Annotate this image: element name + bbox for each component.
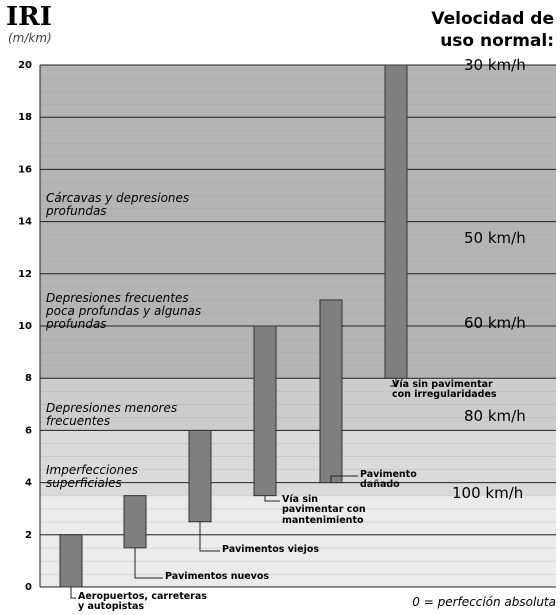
y-tick-label: 16	[18, 164, 32, 175]
category-label: Aeropuertos, carreteras y autopistas	[78, 591, 207, 613]
leader-line	[264, 495, 280, 502]
condition-label: Imperfecciones superficiales	[46, 463, 138, 491]
right-title: Velocidad de uso normal:	[431, 9, 554, 52]
y-tick-label: 12	[18, 269, 32, 280]
leader-line	[70, 587, 76, 599]
leader-line	[134, 547, 163, 579]
bar	[188, 429, 212, 523]
condition-label: Depresiones menores frecuentes	[46, 401, 178, 429]
y-tick-label: 2	[25, 530, 32, 541]
speed-label: 100 km/h	[452, 484, 524, 502]
y-tick-label: 6	[25, 425, 32, 436]
subtitle: (m/km)	[8, 31, 52, 45]
y-tick-label: 20	[18, 60, 32, 71]
speed-label: 80 km/h	[464, 407, 526, 425]
title: IRI	[6, 2, 52, 32]
category-label: Vía sin pavimentar con mantenimiento	[282, 494, 366, 526]
bar	[319, 299, 343, 484]
leader-line	[390, 378, 397, 387]
leader-line	[199, 521, 220, 552]
leader-line	[330, 475, 358, 483]
bar	[253, 325, 277, 497]
bar	[59, 534, 83, 588]
condition-label: Cárcavas y depresiones profundas	[46, 191, 190, 219]
footnote: 0 = perfección absoluta	[412, 595, 556, 609]
category-label: Vía sin pavimentar con irregularidades	[392, 379, 497, 401]
y-tick-label: 4	[25, 478, 32, 489]
category-label: Pavimentos viejos	[222, 544, 320, 555]
y-tick-label: 18	[18, 112, 32, 123]
y-tick-label: 8	[25, 373, 32, 384]
y-tick-label: 0	[25, 582, 32, 593]
condition-label: Depresiones frecuentes poca profundas y …	[46, 291, 202, 332]
y-tick-label: 10	[18, 321, 32, 332]
category-label: Pavimentos nuevos	[165, 571, 270, 582]
bar	[123, 495, 147, 549]
speed-label: 60 km/h	[464, 314, 526, 332]
y-tick-label: 14	[18, 217, 32, 228]
speed-label: 30 km/h	[464, 56, 526, 74]
category-label: Pavimento dañado	[360, 469, 417, 491]
speed-label: 50 km/h	[464, 229, 526, 247]
bar	[384, 64, 408, 379]
